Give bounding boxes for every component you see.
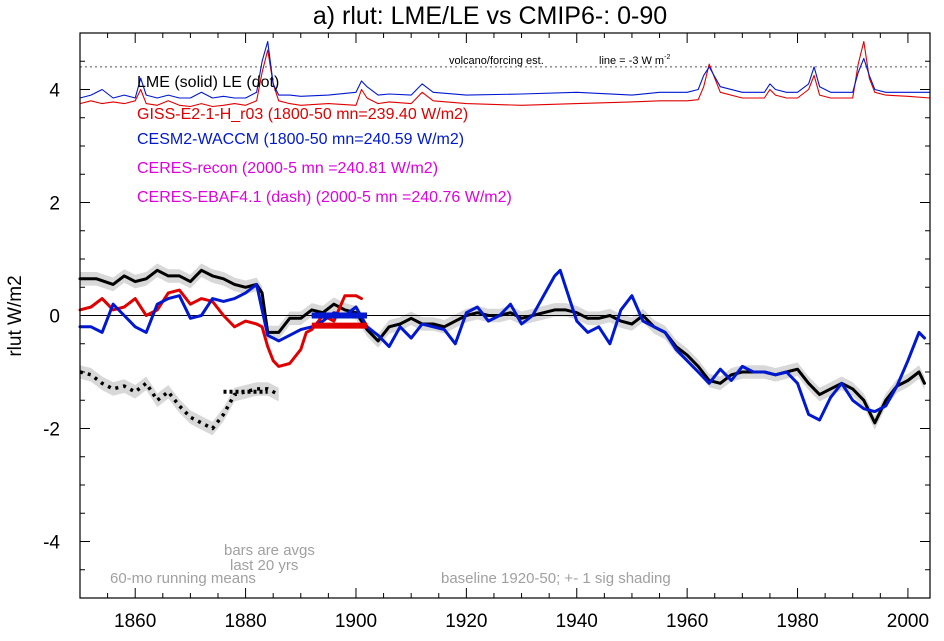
series-line-cesm2-waccm bbox=[78, 268, 926, 422]
x-tick-label: 1940 bbox=[556, 611, 598, 632]
average-bars-layer bbox=[223, 312, 368, 394]
y-tick-label: 2 bbox=[49, 194, 60, 215]
x-tick-label: 1960 bbox=[666, 611, 708, 632]
sigma-shading-layer bbox=[80, 263, 925, 436]
annotation-volcano: volcano/forcing est. bbox=[449, 55, 544, 67]
legend-entry: LME (solid) LE (dot) bbox=[137, 74, 279, 91]
series-line-giss-e2-1-h-r03-forcing bbox=[79, 40, 931, 108]
shading-lme-solid bbox=[80, 263, 925, 430]
annotation-baseline: baseline 1920-50; +- 1 sig shading bbox=[441, 570, 671, 587]
annotation-bars-note-1: bars are avgs bbox=[224, 542, 315, 559]
x-tick-label: 1900 bbox=[335, 611, 377, 632]
y-tick-label: -2 bbox=[43, 420, 60, 441]
x-tick-label: 1980 bbox=[776, 611, 818, 632]
legend-entry: CERES-EBAF4.1 (dash) (2000-5 mn =240.76 … bbox=[137, 189, 512, 206]
annotation-line-note-superscript: -2 bbox=[664, 54, 670, 61]
series-line-lme-solid bbox=[78, 268, 926, 425]
legend: LME (solid) LE (dot) GISS-E2-1-H_r03 (180… bbox=[137, 74, 512, 206]
y-tick-label: 4 bbox=[49, 81, 60, 102]
series-line-cesm2-waccm-forcing bbox=[79, 40, 931, 99]
y-axis-label: rlut W/m2 bbox=[5, 275, 26, 356]
legend-entry: CESM2-WACCM (1800-50 mn=240.59 W/m2) bbox=[137, 131, 464, 148]
chart-title: a) rlut: LME/LE vs CMIP6-: 0-90 bbox=[313, 2, 667, 30]
y-tick-label: -4 bbox=[43, 533, 60, 554]
x-tick-label: 1880 bbox=[224, 611, 266, 632]
legend-entry: GISS-E2-1-H_r03 (1800-50 mn=239.40 W/m2) bbox=[137, 106, 468, 123]
x-tick-label: 1920 bbox=[445, 611, 487, 632]
series-layer bbox=[78, 40, 931, 431]
x-tick-label: 2000 bbox=[887, 611, 929, 632]
annotation-line-note-text: line = -3 W m bbox=[599, 55, 664, 67]
x-tick-label: 1860 bbox=[114, 611, 156, 632]
legend-entry: CERES-recon (2000-5 mn =240.81 W/m2) bbox=[137, 160, 438, 177]
annotation-line-note: line = -3 W m-2 bbox=[599, 54, 670, 67]
axis-ticks: 1860 1880 1900 1920 1940 1960 1980 2000 4 2 0 -2 -4 bbox=[43, 32, 930, 632]
shading-le-dot bbox=[80, 365, 279, 436]
annotation-bars-note-2: last 20 yrs bbox=[230, 557, 298, 574]
annotation-running-means: 60-mo running means bbox=[110, 570, 256, 587]
y-tick-label: 0 bbox=[49, 307, 60, 328]
